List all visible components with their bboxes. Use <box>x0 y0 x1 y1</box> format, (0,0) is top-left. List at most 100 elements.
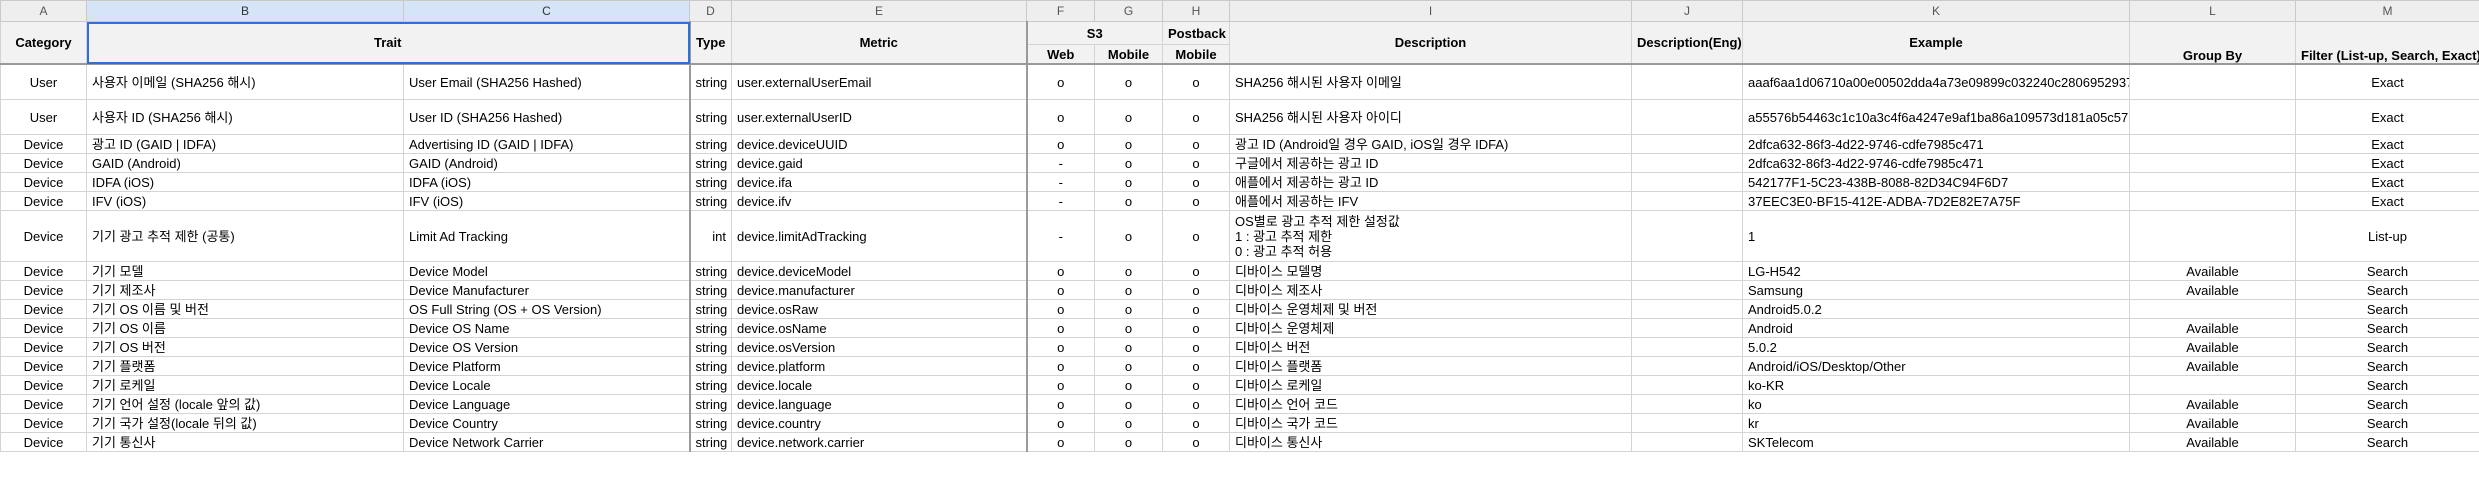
cell-postback-mobile[interactable]: o <box>1162 191 1230 211</box>
cell-example[interactable]: 2dfca632-86f3-4d22-9746-cdfe7985c471 <box>1742 134 2130 154</box>
cell-description-eng[interactable] <box>1631 413 1743 433</box>
cell-category[interactable]: Device <box>0 375 87 395</box>
cell-s3-mobile[interactable]: o <box>1094 318 1163 338</box>
column-letter-a[interactable]: A <box>0 0 87 22</box>
cell-s3-mobile[interactable]: o <box>1094 413 1163 433</box>
cell-trait-english[interactable]: Device Manufacturer <box>403 280 690 300</box>
cell-example[interactable]: 37EEC3E0-BF15-412E-ADBA-7D2E82E7A75F <box>1742 191 2130 211</box>
cell-filter[interactable]: Search <box>2295 261 2479 281</box>
cell-s3-mobile[interactable]: o <box>1094 356 1163 376</box>
cell-postback-mobile[interactable]: o <box>1162 413 1230 433</box>
column-letter-f[interactable]: F <box>1026 0 1095 22</box>
header-description-eng[interactable]: Description(Eng) <box>1631 21 1743 65</box>
column-letter-l[interactable]: L <box>2129 0 2296 22</box>
cell-description[interactable]: 디바이스 제조사 <box>1229 280 1632 300</box>
header-filter[interactable]: Filter (List-up, Search, Exact) <box>2295 21 2479 65</box>
cell-s3-web[interactable]: o <box>1026 261 1095 281</box>
cell-category[interactable]: Device <box>0 432 87 452</box>
cell-type[interactable]: string <box>688 375 732 395</box>
cell-metric[interactable]: device.deviceUUID <box>731 134 1028 154</box>
cell-filter[interactable]: Exact <box>2295 63 2479 100</box>
cell-s3-web[interactable]: o <box>1026 299 1095 319</box>
cell-filter[interactable]: Exact <box>2295 153 2479 173</box>
cell-s3-web[interactable]: o <box>1026 432 1095 452</box>
cell-description[interactable]: 디바이스 운영체제 <box>1229 318 1632 338</box>
cell-type[interactable]: string <box>688 191 732 211</box>
cell-trait-english[interactable]: User ID (SHA256 Hashed) <box>403 99 690 135</box>
cell-s3-web[interactable]: o <box>1026 63 1095 100</box>
cell-metric[interactable]: device.osRaw <box>731 299 1028 319</box>
cell-description-eng[interactable] <box>1631 318 1743 338</box>
cell-description-eng[interactable] <box>1631 337 1743 357</box>
cell-postback-mobile[interactable]: o <box>1162 280 1230 300</box>
column-letter-j[interactable]: J <box>1631 0 1743 22</box>
cell-description-eng[interactable] <box>1631 432 1743 452</box>
cell-group-by[interactable] <box>2129 153 2296 173</box>
cell-filter[interactable]: List-up <box>2295 210 2479 262</box>
column-letter-k[interactable]: K <box>1742 0 2130 22</box>
cell-group-by[interactable]: Available <box>2129 413 2296 433</box>
cell-description-eng[interactable] <box>1631 280 1743 300</box>
cell-description-eng[interactable] <box>1631 172 1743 192</box>
cell-group-by[interactable] <box>2129 375 2296 395</box>
cell-example[interactable]: kr <box>1742 413 2130 433</box>
cell-type[interactable]: string <box>688 63 732 100</box>
cell-s3-web[interactable]: - <box>1026 153 1095 173</box>
cell-description-eng[interactable] <box>1631 134 1743 154</box>
column-letter-d[interactable]: D <box>689 0 732 22</box>
cell-trait-english[interactable]: Device OS Name <box>403 318 690 338</box>
cell-category[interactable]: User <box>0 99 87 135</box>
cell-description[interactable]: 디바이스 통신사 <box>1229 432 1632 452</box>
header-metric[interactable]: Metric <box>731 21 1028 65</box>
cell-trait-english[interactable]: IDFA (iOS) <box>403 172 690 192</box>
cell-trait-korean[interactable]: 사용자 이메일 (SHA256 해시) <box>86 63 404 100</box>
cell-trait-korean[interactable]: 기기 로케일 <box>86 375 404 395</box>
cell-description[interactable]: OS별로 광고 추적 제한 설정값 1 : 광고 추적 제한 0 : 광고 추적… <box>1229 210 1632 262</box>
cell-category[interactable]: Device <box>0 413 87 433</box>
cell-description-eng[interactable] <box>1631 299 1743 319</box>
cell-trait-english[interactable]: Device Model <box>403 261 690 281</box>
cell-trait-english[interactable]: Device Network Carrier <box>403 432 690 452</box>
cell-type[interactable]: string <box>688 261 732 281</box>
cell-metric[interactable]: device.platform <box>731 356 1028 376</box>
cell-type[interactable]: string <box>688 432 732 452</box>
cell-postback-mobile[interactable]: o <box>1162 99 1230 135</box>
cell-filter[interactable]: Exact <box>2295 134 2479 154</box>
header-description[interactable]: Description <box>1229 21 1632 65</box>
header-s3-mobile[interactable]: Mobile <box>1094 44 1163 65</box>
cell-metric[interactable]: device.country <box>731 413 1028 433</box>
column-letter-i[interactable]: I <box>1229 0 1632 22</box>
cell-type[interactable]: string <box>688 394 732 414</box>
cell-type[interactable]: string <box>688 172 732 192</box>
cell-trait-english[interactable]: Device Country <box>403 413 690 433</box>
cell-postback-mobile[interactable]: o <box>1162 356 1230 376</box>
cell-category[interactable]: Device <box>0 394 87 414</box>
cell-s3-mobile[interactable]: o <box>1094 134 1163 154</box>
cell-description[interactable]: 디바이스 플랫폼 <box>1229 356 1632 376</box>
cell-trait-english[interactable]: Limit Ad Tracking <box>403 210 690 262</box>
column-letter-m[interactable]: M <box>2295 0 2479 22</box>
cell-trait-english[interactable]: Device Platform <box>403 356 690 376</box>
cell-filter[interactable]: Search <box>2295 299 2479 319</box>
header-category[interactable]: Category <box>0 21 87 65</box>
cell-filter[interactable]: Search <box>2295 394 2479 414</box>
cell-trait-korean[interactable]: IFV (iOS) <box>86 191 404 211</box>
header-s3[interactable]: S3 <box>1026 21 1163 45</box>
cell-metric[interactable]: device.gaid <box>731 153 1028 173</box>
cell-example[interactable]: 2dfca632-86f3-4d22-9746-cdfe7985c471 <box>1742 153 2130 173</box>
cell-metric[interactable]: device.osName <box>731 318 1028 338</box>
cell-postback-mobile[interactable]: o <box>1162 318 1230 338</box>
cell-description-eng[interactable] <box>1631 394 1743 414</box>
cell-metric[interactable]: user.externalUserID <box>731 99 1028 135</box>
cell-category[interactable]: Device <box>0 134 87 154</box>
cell-trait-english[interactable]: IFV (iOS) <box>403 191 690 211</box>
cell-s3-mobile[interactable]: o <box>1094 432 1163 452</box>
cell-postback-mobile[interactable]: o <box>1162 337 1230 357</box>
cell-category[interactable]: Device <box>0 210 87 262</box>
cell-group-by[interactable]: Available <box>2129 337 2296 357</box>
cell-example[interactable]: a55576b54463c1c10a3c4f6a4247e9af1ba86a10… <box>1742 99 2130 135</box>
cell-s3-mobile[interactable]: o <box>1094 191 1163 211</box>
cell-filter[interactable]: Search <box>2295 280 2479 300</box>
cell-filter[interactable]: Search <box>2295 432 2479 452</box>
cell-example[interactable]: Samsung <box>1742 280 2130 300</box>
